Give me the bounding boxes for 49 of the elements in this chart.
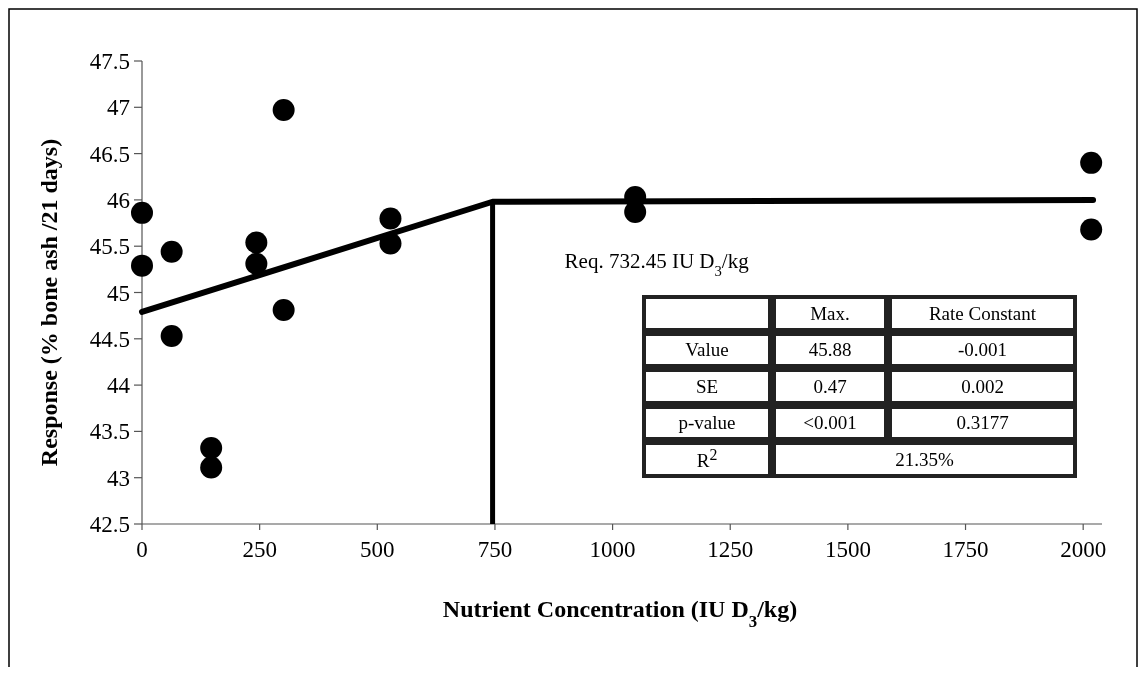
point (272, 299, 295, 322)
point (160, 240, 183, 263)
x-tick-label: 750 (477, 537, 513, 562)
y-tick-label: 47.5 (89, 49, 130, 75)
x-tick-label: 250 (242, 537, 277, 562)
y-tick-label: 45.5 (89, 234, 130, 260)
annotation: 45.88 (808, 339, 852, 361)
x-tick-label: 500 (360, 537, 395, 562)
annotation: 0.002 (961, 375, 1004, 398)
y-tick-label: 43 (107, 465, 130, 491)
x-tick-label: 0 (136, 537, 148, 562)
point (245, 252, 268, 275)
annotation: SE (695, 375, 719, 398)
annotation: Rate Constant (928, 302, 1037, 325)
point (200, 437, 223, 460)
x-axis-title: Nutrient Concentration (IU D$_{3}$/kg) (442, 596, 798, 631)
x-tick-label: 1250 (707, 537, 754, 562)
y-axis-title: Response (% bone ash /21 days) (36, 138, 62, 467)
point (131, 201, 153, 224)
y-tick-label: 44 (107, 373, 131, 399)
annotation: 0.3177 (956, 412, 1009, 434)
x-tick-label: 1000 (589, 537, 636, 562)
y-tick-label: 43.5 (89, 419, 130, 445)
y-tick-label: 46.5 (89, 141, 130, 167)
point (245, 231, 268, 254)
y-tick-label: 45 (107, 280, 130, 306)
point (200, 456, 223, 479)
annotation: 21.35% (895, 448, 954, 471)
annotation: Max. (810, 302, 850, 325)
point (272, 99, 295, 122)
annotation: -0.001 (957, 339, 1008, 361)
x-tick-label: 1500 (824, 537, 871, 562)
point (379, 207, 402, 230)
point (160, 325, 183, 348)
y-tick-label: 42.5 (89, 512, 130, 538)
y-tick-label: 44.5 (89, 326, 130, 352)
x-tick-label: 2000 (1060, 537, 1107, 562)
annotation: <0.001 (803, 412, 857, 434)
point (1080, 151, 1103, 174)
y-tick-label: 46 (107, 187, 130, 213)
point (1080, 218, 1103, 241)
x-tick-label: 1750 (942, 537, 989, 562)
y-tick-label: 47 (107, 95, 130, 121)
point (131, 254, 153, 277)
ref-line-label: Req. 732.45 IU D$_{3}$/kg (564, 249, 750, 279)
annotation: R$^{2}$ (696, 446, 718, 473)
annotation: p-value (678, 412, 736, 434)
annotation: 0.47 (813, 375, 847, 398)
annotation: Value (685, 339, 729, 361)
